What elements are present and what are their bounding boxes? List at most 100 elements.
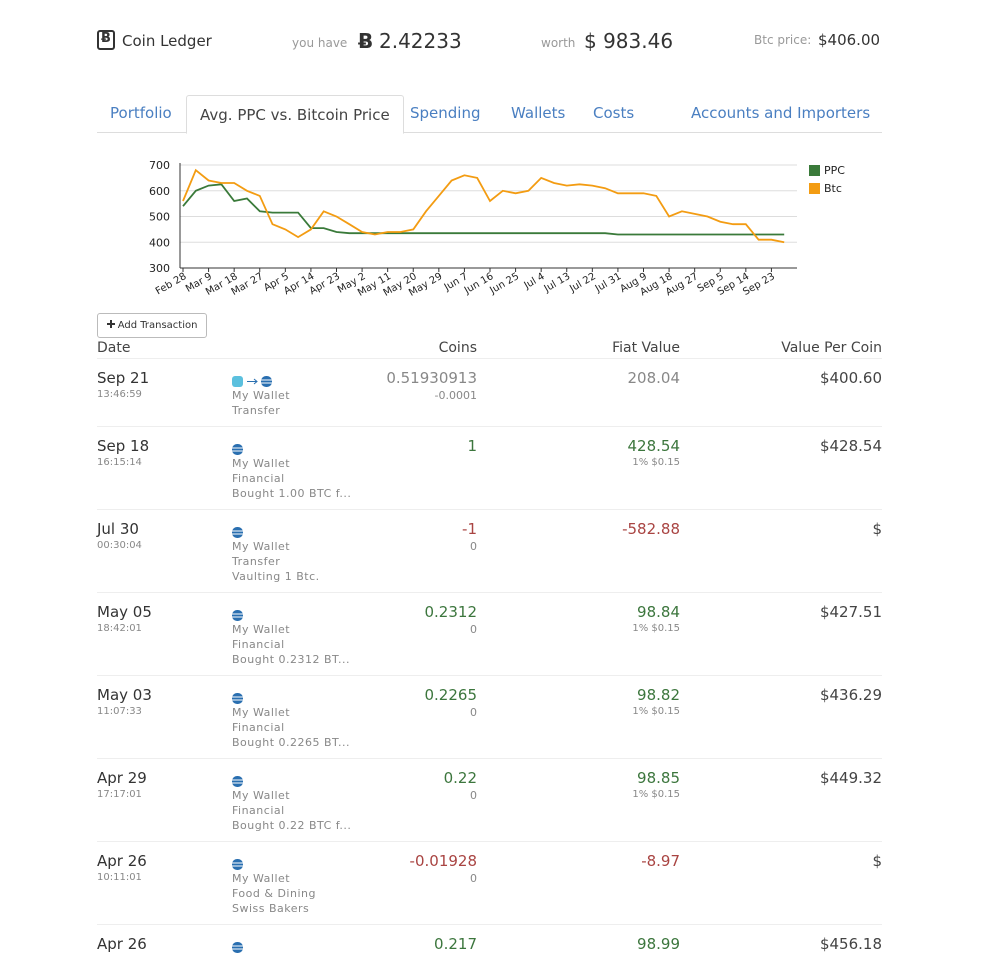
- time: 11:07:33: [97, 706, 142, 717]
- series-line: [182, 168, 785, 244]
- tab-border: [97, 132, 882, 133]
- header-vpc: Value Per Coin: [781, 340, 882, 356]
- description-wallet: My Wallet: [232, 389, 291, 402]
- logo-icon: [97, 30, 115, 50]
- coins-sub: 0: [470, 706, 477, 719]
- coins: -1: [462, 520, 477, 538]
- worth: $ 983.46: [584, 29, 674, 53]
- description-category: Transfer: [232, 404, 281, 417]
- coins-sub: 0: [470, 789, 477, 802]
- description-wallet: My Wallet: [232, 540, 291, 553]
- x-tick-label: Jun 16: [462, 271, 496, 297]
- y-tick-label: 700: [149, 159, 170, 172]
- table-row: Apr 26 10:11:01 My Wallet Food & Dining Swis…: [97, 841, 882, 925]
- transaction-icon: [232, 607, 245, 626]
- table-row: May 03 11:07:33 My Wallet Financial Bought 0…: [97, 675, 882, 759]
- balance-symbol: Ƀ: [358, 29, 374, 53]
- table-row: Apr 26 0.217 98.99 $456.18: [97, 924, 882, 954]
- legend-swatch: [809, 183, 820, 194]
- transaction-icon: [232, 773, 245, 792]
- table-row: Apr 29 17:17:01 My Wallet Financial Bought 0…: [97, 758, 882, 842]
- date: Apr 26: [97, 852, 147, 870]
- description-category: Transfer: [232, 555, 281, 568]
- description-note: Bought 0.22 BTC f...: [232, 819, 352, 832]
- fiat-value: 98.84: [637, 603, 680, 621]
- fiat-value: 428.54: [627, 437, 681, 455]
- coins-sub: 0: [470, 540, 477, 553]
- tab[interactable]: Wallets: [511, 104, 566, 122]
- fiat-value: -8.97: [641, 852, 680, 870]
- table-row: May 05 18:42:01 My Wallet Financial Bought 0…: [97, 592, 882, 676]
- fiat-value: 98.82: [637, 686, 680, 704]
- price: $406.00: [818, 31, 881, 49]
- coins: 0.2265: [424, 686, 478, 704]
- coins-sub: 0: [470, 872, 477, 885]
- value-per-coin: $456.18: [819, 935, 882, 953]
- series-line: [182, 183, 785, 236]
- fiat-value: 98.85: [637, 769, 680, 787]
- description-category: Financial: [232, 638, 285, 651]
- date: Apr 26: [97, 935, 147, 953]
- coins: 0.217: [434, 935, 477, 953]
- time: 18:42:01: [97, 623, 142, 634]
- table-row: Sep 18 16:15:14 My Wallet Financial Bought 1…: [97, 426, 882, 510]
- table-row: Jul 30 00:30:04 My Wallet Transfer Vaulting …: [97, 509, 882, 593]
- header-date: Date: [97, 340, 131, 356]
- x-tick-label: Jul 13: [542, 271, 573, 295]
- transaction-icon: [232, 939, 245, 954]
- balance-label: you have: [292, 36, 348, 50]
- date: Sep 18: [97, 437, 150, 455]
- time: 17:17:01: [97, 789, 142, 800]
- description-wallet: My Wallet: [232, 706, 291, 719]
- x-tick-label: Jun 25: [487, 271, 521, 297]
- description-note: Vaulting 1 Btc.: [232, 570, 320, 583]
- add-transaction-button[interactable]: Add Transaction: [97, 313, 207, 338]
- value-per-coin: $436.29: [819, 686, 882, 704]
- value-per-coin: $: [872, 852, 882, 870]
- time: 00:30:04: [97, 540, 142, 551]
- logo-text[interactable]: Coin Ledger: [122, 32, 212, 50]
- coins: 0.51930913: [386, 369, 477, 387]
- fiat-sub: 1% $0.15: [632, 706, 680, 717]
- legend-label: Btc: [824, 182, 842, 195]
- coins-sub: -0.0001: [434, 389, 477, 402]
- tab[interactable]: Avg. PPC vs. Bitcoin Price: [186, 95, 404, 134]
- tab[interactable]: Accounts and Importers: [691, 104, 871, 122]
- description-wallet: My Wallet: [232, 623, 291, 636]
- header-fiat: Fiat Value: [612, 340, 680, 356]
- fiat-sub: 1% $0.15: [632, 789, 680, 800]
- description-wallet: My Wallet: [232, 872, 291, 885]
- tab[interactable]: Costs: [593, 104, 635, 122]
- description-note: Bought 0.2265 BT...: [232, 736, 350, 749]
- plus-icon: [106, 320, 115, 328]
- value-per-coin: $400.60: [819, 369, 882, 387]
- description-note: Bought 0.2312 BT...: [232, 653, 350, 666]
- fiat-sub: 1% $0.15: [632, 623, 680, 634]
- tab[interactable]: Portfolio: [110, 104, 172, 122]
- value-per-coin: $428.54: [819, 437, 882, 455]
- coins: 0.2312: [424, 603, 478, 621]
- price-label: Btc price:: [754, 33, 812, 47]
- description-category: Financial: [232, 804, 285, 817]
- worth-label: worth: [541, 36, 576, 50]
- description-note: Swiss Bakers: [232, 902, 310, 915]
- date: May 03: [97, 686, 152, 704]
- description-wallet: My Wallet: [232, 789, 291, 802]
- transaction-icon: [232, 856, 245, 875]
- description-category: Financial: [232, 721, 285, 734]
- time: 10:11:01: [97, 872, 142, 883]
- transaction-icon: [232, 690, 245, 709]
- coins: -0.01928: [409, 852, 477, 870]
- tab[interactable]: Spending: [410, 104, 481, 122]
- fiat-value: 98.99: [637, 935, 680, 953]
- fiat-sub: 1% $0.15: [632, 457, 680, 468]
- legend-swatch: [809, 165, 820, 176]
- button-label: Add Transaction: [117, 320, 198, 331]
- coins: 1: [467, 437, 477, 455]
- date: May 05: [97, 603, 152, 621]
- y-tick-label: 300: [149, 262, 170, 275]
- description-category: Food & Dining: [232, 887, 316, 900]
- x-tick-label: Jul 22: [567, 271, 598, 295]
